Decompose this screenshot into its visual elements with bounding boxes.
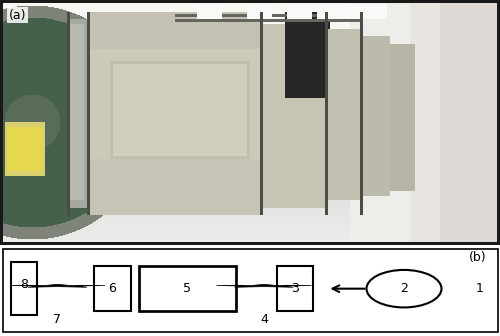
PathPatch shape bbox=[10, 284, 105, 287]
Text: 6: 6 bbox=[108, 282, 116, 295]
Text: 4: 4 bbox=[260, 313, 268, 326]
Text: 7: 7 bbox=[54, 313, 62, 326]
PathPatch shape bbox=[216, 284, 312, 287]
Text: 5: 5 bbox=[184, 282, 192, 295]
Text: 3: 3 bbox=[291, 282, 299, 295]
Text: (b): (b) bbox=[470, 251, 487, 264]
Bar bbox=[138, 266, 236, 311]
Bar bbox=[278, 266, 312, 311]
Text: 2: 2 bbox=[400, 282, 408, 295]
Text: (a): (a) bbox=[9, 9, 26, 22]
Text: 1: 1 bbox=[476, 282, 484, 295]
Text: 8: 8 bbox=[20, 278, 28, 291]
Bar bbox=[11, 262, 37, 315]
Ellipse shape bbox=[366, 270, 442, 307]
Bar bbox=[94, 266, 131, 311]
